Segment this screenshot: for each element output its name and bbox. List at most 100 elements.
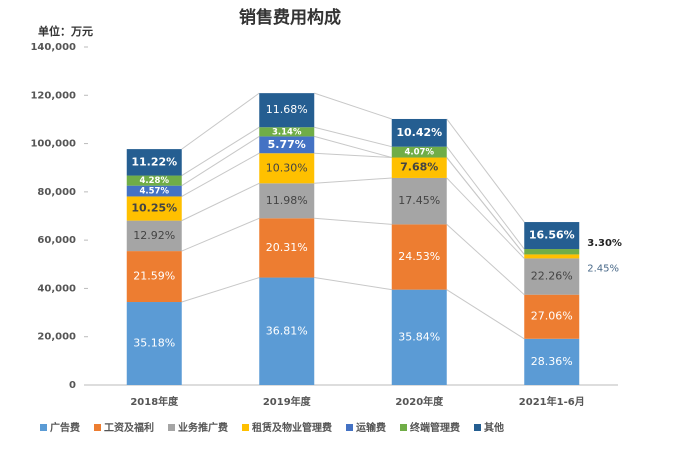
connector-line — [446, 177, 525, 259]
data-label: 4.28% — [140, 176, 170, 186]
bar-segment — [259, 183, 315, 219]
connectors — [181, 92, 525, 340]
connector-line — [314, 217, 392, 225]
bar-segment — [524, 222, 580, 250]
legend-swatch — [168, 424, 175, 431]
bar-segment — [391, 177, 447, 225]
connector-line — [181, 277, 260, 303]
data-label: 35.18% — [133, 337, 175, 350]
y-tick-label: 100,000 — [30, 139, 76, 150]
legend-swatch — [40, 424, 47, 431]
bar-segment — [126, 185, 182, 197]
connector-line — [446, 289, 525, 340]
legend-label: 其他 — [484, 421, 504, 434]
chart-title: 销售费用构成 — [239, 7, 341, 28]
legend-label: 广告费 — [50, 421, 80, 434]
x-tick-label: 2019年度 — [263, 395, 312, 408]
bar-segment — [126, 175, 182, 186]
unit-label: 单位：万元 — [38, 24, 93, 38]
legend-label: 工资及福利 — [104, 421, 154, 434]
bar-segment — [391, 146, 447, 158]
bar-segment — [391, 289, 447, 385]
data-label: 27.06% — [531, 310, 573, 323]
connector-line — [181, 217, 260, 252]
bar-segment — [524, 254, 580, 259]
data-label: 10.42% — [396, 126, 442, 139]
connector-line — [446, 157, 525, 255]
bar-segment — [126, 302, 182, 385]
connector-line — [181, 126, 260, 176]
bar-segment — [524, 338, 580, 385]
y-tick-label: 0 — [69, 380, 76, 391]
connector-line — [181, 182, 260, 222]
bar-segment — [126, 149, 182, 176]
connector-line — [181, 92, 260, 150]
data-label: 11.98% — [266, 194, 308, 207]
y-tick-label: 60,000 — [37, 235, 76, 246]
connector-line — [314, 126, 392, 148]
legend-swatch — [242, 424, 249, 431]
legend-swatch — [400, 424, 407, 431]
bar-segment — [259, 153, 315, 184]
legend-label: 租赁及物业管理费 — [252, 421, 332, 434]
connector-line — [446, 224, 525, 296]
data-label: 17.45% — [398, 194, 440, 207]
bar-segment — [524, 258, 580, 295]
bar-segment — [259, 218, 315, 278]
data-label: 10.30% — [266, 161, 308, 174]
connector-line — [314, 177, 392, 184]
data-label: 4.57% — [140, 187, 170, 197]
y-tick-label: 40,000 — [37, 283, 76, 294]
x-tick-label: 2018年度 — [130, 395, 179, 408]
bar-segment — [259, 93, 315, 128]
data-label: 28.36% — [531, 355, 573, 368]
data-label: 16.56% — [529, 229, 575, 242]
bar-segment — [126, 196, 182, 221]
bar-segment — [391, 224, 447, 290]
data-label: 36.81% — [266, 324, 308, 337]
bar-segment — [126, 251, 182, 303]
legend-label: 终端管理费 — [410, 421, 460, 434]
data-label: 24.53% — [398, 250, 440, 263]
legend-swatch — [346, 424, 353, 431]
bar-segment — [391, 118, 447, 147]
connector-line — [181, 152, 260, 197]
connector-line — [314, 135, 392, 159]
bar-segment — [259, 127, 315, 137]
x-tick-label: 2021年1-6月 — [519, 395, 585, 408]
connector-line — [314, 277, 392, 291]
data-label: 3.30% — [587, 238, 622, 249]
data-label: 4.07% — [405, 148, 435, 158]
legend-label: 业务推广费 — [178, 421, 228, 434]
connector-line — [446, 118, 525, 223]
connector-line — [181, 135, 260, 187]
legend-label: 运输费 — [356, 421, 386, 434]
connector-line — [446, 146, 525, 250]
legend-swatch — [474, 424, 481, 431]
data-label: 11.22% — [131, 155, 177, 168]
bar-segment — [126, 220, 182, 252]
bar-segment — [259, 277, 315, 385]
data-label: 21.59% — [133, 270, 175, 283]
data-label: 11.68% — [266, 103, 308, 116]
connector-line — [314, 92, 392, 120]
data-label: 22.26% — [531, 270, 573, 283]
legend-swatch — [94, 424, 101, 431]
y-tick-label: 20,000 — [37, 332, 76, 343]
bar-segment — [391, 157, 447, 178]
data-label: 10.25% — [131, 202, 177, 215]
data-label: 2.45% — [587, 263, 619, 274]
data-label: 12.92% — [133, 229, 175, 242]
data-label: 35.84% — [398, 330, 440, 343]
y-tick-label: 80,000 — [37, 187, 76, 198]
data-label: 7.68% — [400, 161, 438, 174]
x-tick-label: 2020年度 — [395, 395, 444, 408]
y-tick-label: 140,000 — [30, 42, 76, 53]
connector-line — [314, 152, 392, 159]
bar-segment — [259, 136, 315, 154]
data-label: 3.14% — [272, 127, 302, 137]
bar-segment — [524, 294, 580, 339]
bar-segment — [524, 249, 580, 255]
y-tick-label: 120,000 — [30, 90, 76, 101]
